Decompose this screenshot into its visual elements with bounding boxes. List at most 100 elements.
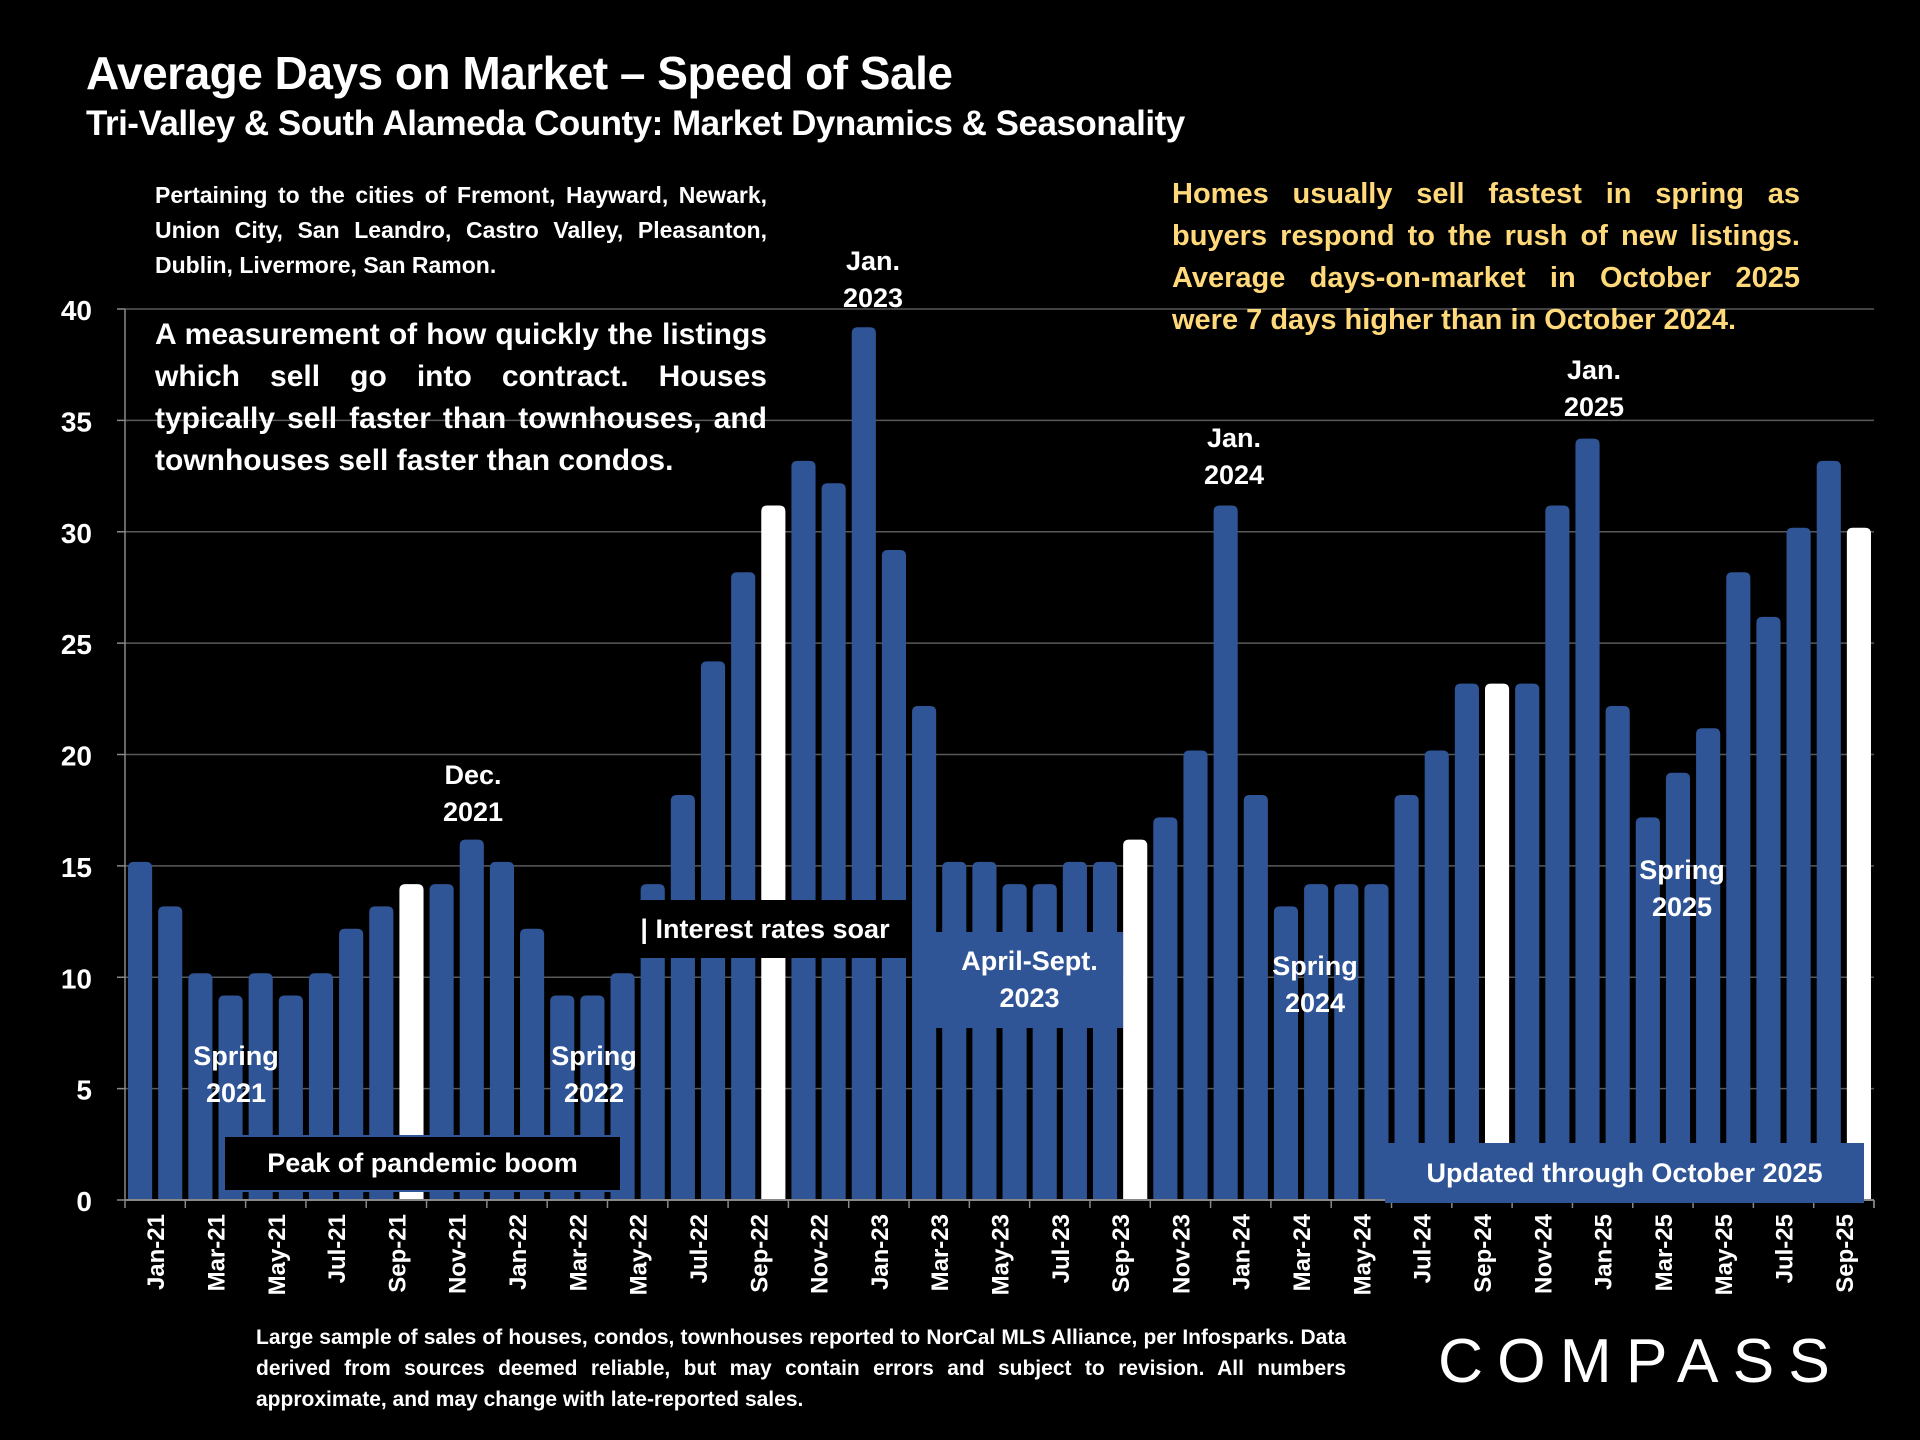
bar xyxy=(881,550,907,1200)
annotation-line: 2025 xyxy=(1651,892,1713,922)
bar xyxy=(1545,505,1570,1201)
annotation-line: Jan. xyxy=(1206,423,1262,453)
x-tick-label: Sep-23 xyxy=(1108,1214,1135,1293)
bar xyxy=(1153,817,1178,1200)
annotation-line: 2023 xyxy=(999,983,1060,1013)
updated-through-box: Updated through October 2025 xyxy=(1385,1143,1864,1203)
annotation-line: 2024 xyxy=(1203,460,1265,490)
bar xyxy=(1424,750,1449,1200)
x-tick-label: May-24 xyxy=(1349,1213,1376,1295)
bar xyxy=(851,327,876,1200)
cities-note: Pertaining to the cities of Fremont, Hay… xyxy=(155,182,767,278)
insight-note: Homes usually sell fastest in spring as … xyxy=(1172,178,1800,336)
x-tick-label: Mar-25 xyxy=(1651,1214,1678,1291)
x-tick-label: Mar-22 xyxy=(565,1214,592,1291)
bar xyxy=(520,928,545,1200)
x-tick-label: May-22 xyxy=(626,1214,653,1295)
bar xyxy=(1816,460,1841,1200)
y-tick-label: 30 xyxy=(61,518,92,549)
bar xyxy=(1243,795,1268,1200)
annotation-spring-2022: Spring 2022 xyxy=(544,1038,644,1112)
bar-highlighted xyxy=(761,505,786,1201)
annotation-dec-2021: Dec. 2021 xyxy=(430,757,516,831)
bar xyxy=(1515,683,1540,1200)
x-tick-label: Jan-24 xyxy=(1229,1213,1256,1290)
annotation-line: Spring xyxy=(193,1041,279,1071)
bar xyxy=(429,884,454,1200)
annotation-line: Jan. xyxy=(1566,355,1622,385)
annotation-jan-2023: Jan. 2023 xyxy=(830,243,916,317)
x-tick-label: Jan-22 xyxy=(505,1214,532,1290)
x-tick-label: Nov-24 xyxy=(1530,1213,1557,1294)
x-tick-label: Sep-22 xyxy=(746,1214,773,1293)
bar xyxy=(1092,861,1118,1200)
bar xyxy=(459,839,484,1200)
bar xyxy=(1726,572,1751,1200)
bar-highlighted xyxy=(399,884,424,1200)
y-tick-label: 25 xyxy=(61,629,92,660)
source-footnote: Large sample of sales of houses, condos,… xyxy=(256,1326,1346,1411)
bar-highlighted xyxy=(1484,683,1510,1200)
bar xyxy=(1062,861,1087,1200)
x-tick-label: Jul-23 xyxy=(1048,1214,1075,1283)
annotation-line: 2022 xyxy=(563,1078,625,1108)
x-tick-label: Jan-25 xyxy=(1591,1214,1618,1290)
bar-highlighted xyxy=(1846,527,1871,1200)
bar xyxy=(670,795,695,1200)
annotation-line: Spring xyxy=(551,1041,637,1071)
y-tick-label: 0 xyxy=(76,1186,92,1217)
bar-highlighted xyxy=(1123,839,1148,1200)
bar xyxy=(1635,817,1660,1200)
x-tick-label: Sep-25 xyxy=(1832,1214,1859,1293)
interest-rates-label: | Interest rates soar xyxy=(640,913,890,944)
annotation-spring-2025: Spring 2025 xyxy=(1632,852,1732,926)
x-tick-label: Mar-24 xyxy=(1289,1213,1316,1291)
x-tick-label: Mar-23 xyxy=(927,1214,954,1291)
x-tick-label: Nov-23 xyxy=(1168,1214,1195,1294)
bar xyxy=(1394,795,1419,1200)
y-tick-label: 5 xyxy=(76,1075,92,1106)
annotation-line: 2024 xyxy=(1284,988,1346,1018)
bar xyxy=(1213,505,1238,1201)
bar xyxy=(942,861,967,1200)
measurement-note: A measurement of how quickly the listing… xyxy=(155,318,767,477)
y-tick-label: 35 xyxy=(61,406,92,437)
bar xyxy=(1334,884,1359,1200)
x-tick-label: Sep-24 xyxy=(1470,1213,1497,1292)
annotation-line: Spring xyxy=(1272,951,1358,981)
peak-pandemic-label: Peak of pandemic boom xyxy=(267,1148,578,1178)
peak-pandemic-box: Peak of pandemic boom xyxy=(223,1135,622,1192)
x-tick-label: Jan-21 xyxy=(143,1214,170,1290)
annotation-line: 2025 xyxy=(1563,392,1625,422)
y-tick-label: 10 xyxy=(61,963,92,994)
x-tick-label: Sep-21 xyxy=(384,1214,411,1293)
bar xyxy=(912,705,937,1200)
x-tick-label: Nov-22 xyxy=(807,1214,834,1294)
bar xyxy=(128,861,153,1200)
bar xyxy=(821,483,846,1200)
bar xyxy=(489,861,515,1200)
annotation-spring-2024: Spring 2024 xyxy=(1265,948,1365,1022)
bar xyxy=(731,572,756,1200)
x-tick-label: Nov-21 xyxy=(445,1214,472,1294)
annotation-jan-2025: Jan. 2025 xyxy=(1551,352,1637,426)
x-tick-label: Jan-23 xyxy=(867,1214,894,1290)
annotation-line: April-Sept. xyxy=(961,946,1098,976)
bar xyxy=(1183,750,1208,1200)
april-sept-2023-box: April-Sept. 2023 xyxy=(936,932,1123,1028)
annotation-line: Jan. xyxy=(845,246,901,276)
bar xyxy=(1364,884,1389,1200)
y-tick-label: 40 xyxy=(61,295,92,326)
annotation-line: 2021 xyxy=(442,797,504,827)
interest-rates-box: | Interest rates soar xyxy=(618,900,912,958)
x-tick-label: May-25 xyxy=(1711,1214,1738,1295)
bar xyxy=(339,928,364,1200)
chart-title: Average Days on Market – Speed of Sale xyxy=(86,47,953,99)
annotation-line: 2023 xyxy=(842,283,904,313)
bar xyxy=(972,861,997,1200)
annotation-line: Dec. xyxy=(444,760,502,790)
annotation-spring-2021: Spring 2021 xyxy=(186,1038,286,1112)
updated-through-label: Updated through October 2025 xyxy=(1426,1157,1823,1188)
logo-text: COMPASS xyxy=(1438,1330,1844,1390)
